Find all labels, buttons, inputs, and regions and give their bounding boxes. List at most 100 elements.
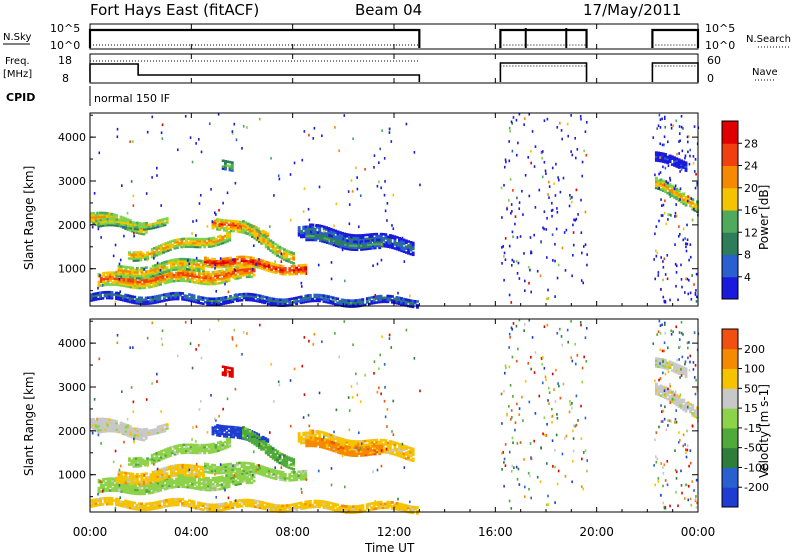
velocity-cell [322,431,326,435]
power-cell [362,242,366,245]
power-cell [271,245,275,248]
power-cell [244,223,248,226]
velocity-cell [111,487,115,490]
power-cell [384,237,388,240]
velocity-cell [338,439,342,442]
power-cell [90,216,93,219]
power-cell [138,286,142,290]
power-cell [170,276,174,279]
power-cell [383,193,386,197]
velocity-cell [384,451,388,454]
power-cell [583,149,585,153]
power-cell [261,299,264,302]
power-cell [223,238,227,242]
power-cell [356,176,358,179]
velocity-cell [145,486,149,489]
power-cell [175,240,179,244]
velocity-cell [101,424,105,427]
velocity-cell [119,423,123,427]
power-cell [99,293,102,297]
power-cell [279,298,283,302]
power-cell [551,166,554,170]
power-cell [253,229,257,232]
power-cell [106,279,110,282]
power-cell [530,290,532,294]
velocity-cell [147,487,151,491]
power-cell [191,270,194,274]
power-cell [208,261,212,264]
power-cell [234,269,237,272]
power-cell [189,243,193,247]
velocity-cell [273,456,277,460]
velocity-cell [189,449,193,453]
power-cell [147,227,151,231]
power-cell [216,274,220,277]
velocity-cell [192,474,196,478]
power-cell [111,221,114,225]
power-cell [279,268,283,272]
power-cell [661,183,665,187]
velocity-cell [99,428,103,432]
power-cell [261,295,264,298]
power-cell [226,259,230,262]
power-cell [142,300,146,304]
power-cell [299,295,303,299]
power-cell [144,296,148,300]
velocity-cell [227,485,231,488]
power-cell [413,151,416,154]
power-cell [105,294,109,298]
power-cell [247,259,251,263]
velocity-cell [203,447,207,451]
power-cell [373,244,377,248]
power-cell [143,284,147,288]
velocity-cell [299,470,303,473]
power-cell [96,221,100,225]
power-cell [346,243,350,247]
velocity-cell [338,437,342,440]
power-cell [241,272,245,275]
power-cell [192,266,196,270]
power-cell [664,188,667,192]
velocity-cell [202,478,206,482]
power-cell [346,245,350,249]
power-cell [202,278,206,282]
power-cell [124,223,128,227]
power-cell [682,162,686,165]
power-cell [202,276,206,280]
power-cell [288,301,292,305]
power-cell [210,237,213,240]
velocity-cell [235,467,239,471]
velocity-cell [170,469,173,472]
velocity-cell [256,469,260,473]
velocity-cell [97,431,101,434]
power-cell [167,294,171,298]
velocity-cell [134,486,137,490]
power-cell [529,268,531,272]
velocity-cell [135,482,139,486]
power-cell [350,240,354,243]
velocity-cell [145,433,149,437]
power-cell [187,245,191,248]
power-cell [241,274,245,277]
power-cell [355,248,359,252]
power-cell [276,266,280,269]
power-cell [195,219,198,222]
power-cell [98,151,101,155]
velocity-cell [216,447,220,450]
velocity-cell [218,479,222,483]
power-cell [381,129,383,133]
velocity-cell [99,480,103,484]
power-cell [675,189,679,193]
power-cell [309,227,313,230]
power-cell [386,300,390,304]
power-cell [207,239,211,243]
power-cell [262,238,266,241]
velocity-cell [279,470,283,474]
power-cell [654,153,658,156]
power-cell [323,240,327,244]
power-cell [673,190,677,193]
power-cell [539,274,542,278]
velocity-cell [161,430,165,433]
power-cell [142,276,146,280]
velocity-cell [285,457,289,460]
